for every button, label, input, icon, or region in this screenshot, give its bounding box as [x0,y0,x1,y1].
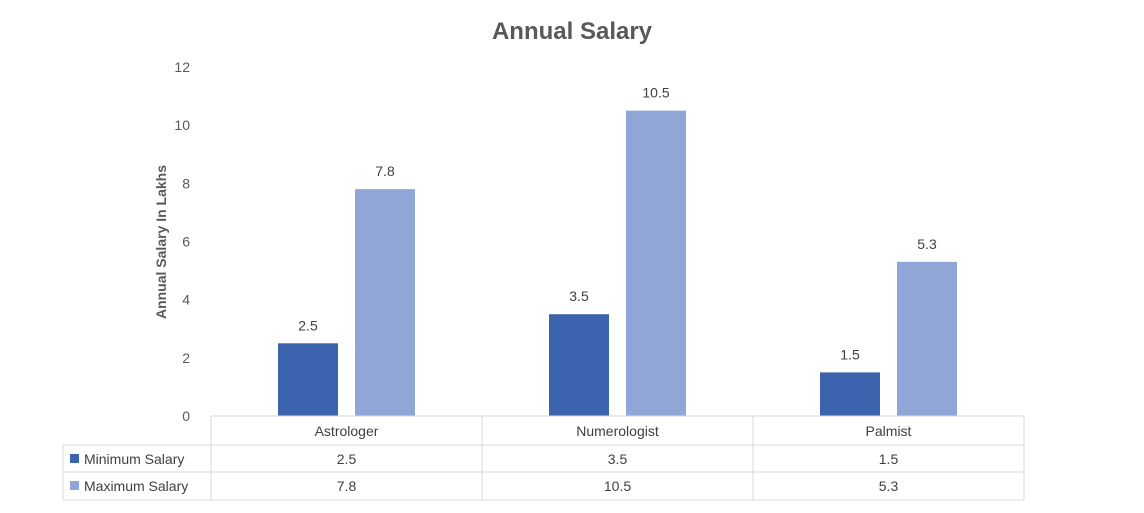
data-table: Astrologer Numerologist Palmist Minimum Sal… [62,415,1025,501]
bar-max-1 [626,110,686,416]
chart-title: Annual Salary [492,18,653,45]
legend-label: Maximum Salary [84,478,188,494]
y-tick-label: 12 [174,59,190,75]
data-label: 10.5 [642,85,669,101]
y-tick-label: 0 [182,408,190,424]
table-value: 10.5 [604,478,631,494]
table-value: 5.3 [879,478,899,494]
y-tick-label: 8 [182,175,190,191]
y-tick-label: 10 [174,117,190,133]
bars [278,110,957,416]
table-value: 1.5 [879,451,899,467]
table-value: 2.5 [337,451,357,467]
data-labels: 2.5 7.8 3.5 10.5 1.5 5.3 [298,85,937,363]
category-label: Numerologist [576,423,659,439]
data-label: 5.3 [917,236,937,252]
legend-label: Minimum Salary [84,451,184,467]
bar-min-2 [820,372,880,416]
bar-max-0 [355,189,415,416]
data-label: 1.5 [840,346,860,362]
legend-key [70,454,79,463]
table-value: 3.5 [608,451,628,467]
y-axis-ticks: 0 2 4 6 8 10 12 [174,59,190,424]
table-value: 7.8 [337,478,357,494]
y-tick-label: 4 [182,292,190,308]
data-label: 7.8 [375,163,395,179]
y-axis-label: Annual Salary In Lakhs [153,165,169,319]
y-tick-label: 2 [182,350,190,366]
y-tick-label: 6 [182,234,190,250]
bar-min-1 [549,314,609,416]
category-label: Palmist [866,423,912,439]
data-label: 2.5 [298,317,318,333]
legend-key [70,481,79,490]
bar-min-0 [278,343,338,416]
data-label: 3.5 [569,288,589,304]
category-label: Astrologer [315,423,379,439]
bar-max-2 [897,261,957,416]
